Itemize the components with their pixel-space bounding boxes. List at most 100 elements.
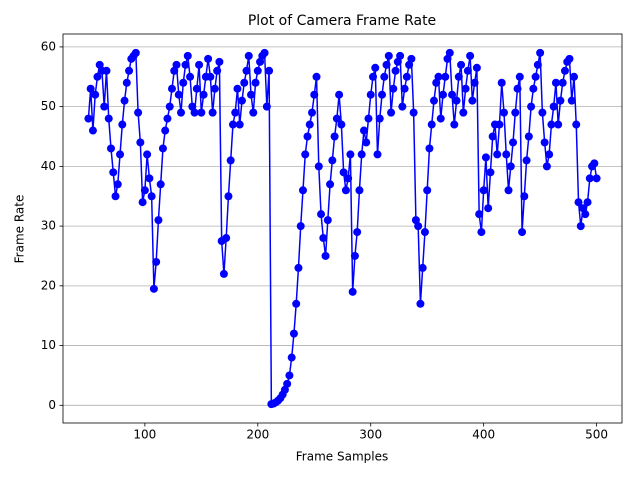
marker: [556, 96, 565, 105]
marker: [346, 150, 355, 159]
marker: [581, 210, 590, 219]
marker: [341, 186, 350, 195]
marker: [459, 108, 468, 117]
marker: [448, 90, 457, 99]
marker: [289, 329, 298, 338]
marker: [244, 51, 253, 60]
marker: [445, 48, 454, 57]
marker: [106, 144, 115, 153]
marker: [197, 108, 206, 117]
marker: [538, 108, 547, 117]
marker: [143, 150, 152, 159]
marker: [134, 108, 143, 117]
marker: [219, 269, 228, 278]
marker: [475, 210, 484, 219]
marker: [335, 90, 344, 99]
marker: [213, 66, 222, 75]
marker: [429, 96, 438, 105]
marker: [147, 192, 156, 201]
marker: [237, 96, 246, 105]
y-tick-label: 10: [41, 338, 56, 352]
marker: [131, 48, 140, 57]
marker: [242, 66, 251, 75]
marker: [583, 198, 592, 207]
marker: [228, 120, 237, 129]
marker: [330, 132, 339, 141]
y-tick-label: 60: [41, 39, 56, 53]
marker: [391, 66, 400, 75]
marker: [542, 162, 551, 171]
marker: [558, 78, 567, 87]
marker: [425, 144, 434, 153]
marker: [204, 54, 213, 63]
marker: [547, 120, 556, 129]
marker: [373, 150, 382, 159]
marker: [174, 90, 183, 99]
marker: [378, 90, 387, 99]
marker: [319, 234, 328, 243]
marker: [86, 84, 95, 93]
marker: [574, 198, 583, 207]
chart-title: Plot of Camera Frame Rate: [248, 13, 436, 29]
marker: [590, 159, 599, 168]
marker: [499, 108, 508, 117]
marker: [402, 72, 411, 81]
marker: [524, 132, 533, 141]
marker: [339, 168, 348, 177]
marker: [592, 174, 601, 183]
marker: [116, 150, 125, 159]
marker: [326, 180, 335, 189]
marker: [375, 114, 384, 123]
marker: [409, 108, 418, 117]
marker: [509, 138, 518, 147]
marker: [495, 120, 504, 129]
marker: [240, 78, 249, 87]
marker: [511, 108, 520, 117]
marker: [461, 84, 470, 93]
marker: [380, 72, 389, 81]
marker: [186, 72, 195, 81]
marker: [152, 257, 161, 266]
marker: [350, 251, 359, 260]
marker: [206, 72, 215, 81]
marker: [91, 90, 100, 99]
marker: [222, 234, 231, 243]
marker: [554, 120, 563, 129]
marker: [384, 51, 393, 60]
marker: [158, 144, 167, 153]
marker: [314, 162, 323, 171]
marker: [520, 192, 529, 201]
marker: [303, 132, 312, 141]
marker: [312, 72, 321, 81]
marker: [190, 108, 199, 117]
marker: [247, 90, 256, 99]
marker: [533, 60, 542, 69]
marker: [368, 72, 377, 81]
marker: [262, 102, 271, 111]
marker: [479, 186, 488, 195]
y-tick-label: 40: [41, 159, 56, 173]
marker: [138, 198, 147, 207]
marker: [348, 287, 357, 296]
marker: [298, 186, 307, 195]
marker: [486, 168, 495, 177]
marker: [224, 192, 233, 201]
marker: [576, 222, 585, 231]
marker: [439, 90, 448, 99]
marker: [323, 216, 332, 225]
marker: [88, 126, 97, 135]
marker: [145, 174, 154, 183]
marker: [287, 353, 296, 362]
marker: [321, 251, 330, 260]
marker: [470, 78, 479, 87]
marker: [353, 228, 362, 237]
marker: [84, 114, 93, 123]
y-axis-label: Frame Rate: [13, 195, 27, 264]
marker: [317, 210, 326, 219]
marker: [337, 120, 346, 129]
marker: [251, 78, 260, 87]
marker: [441, 72, 450, 81]
x-tick-label: 400: [472, 428, 495, 442]
marker: [172, 60, 181, 69]
